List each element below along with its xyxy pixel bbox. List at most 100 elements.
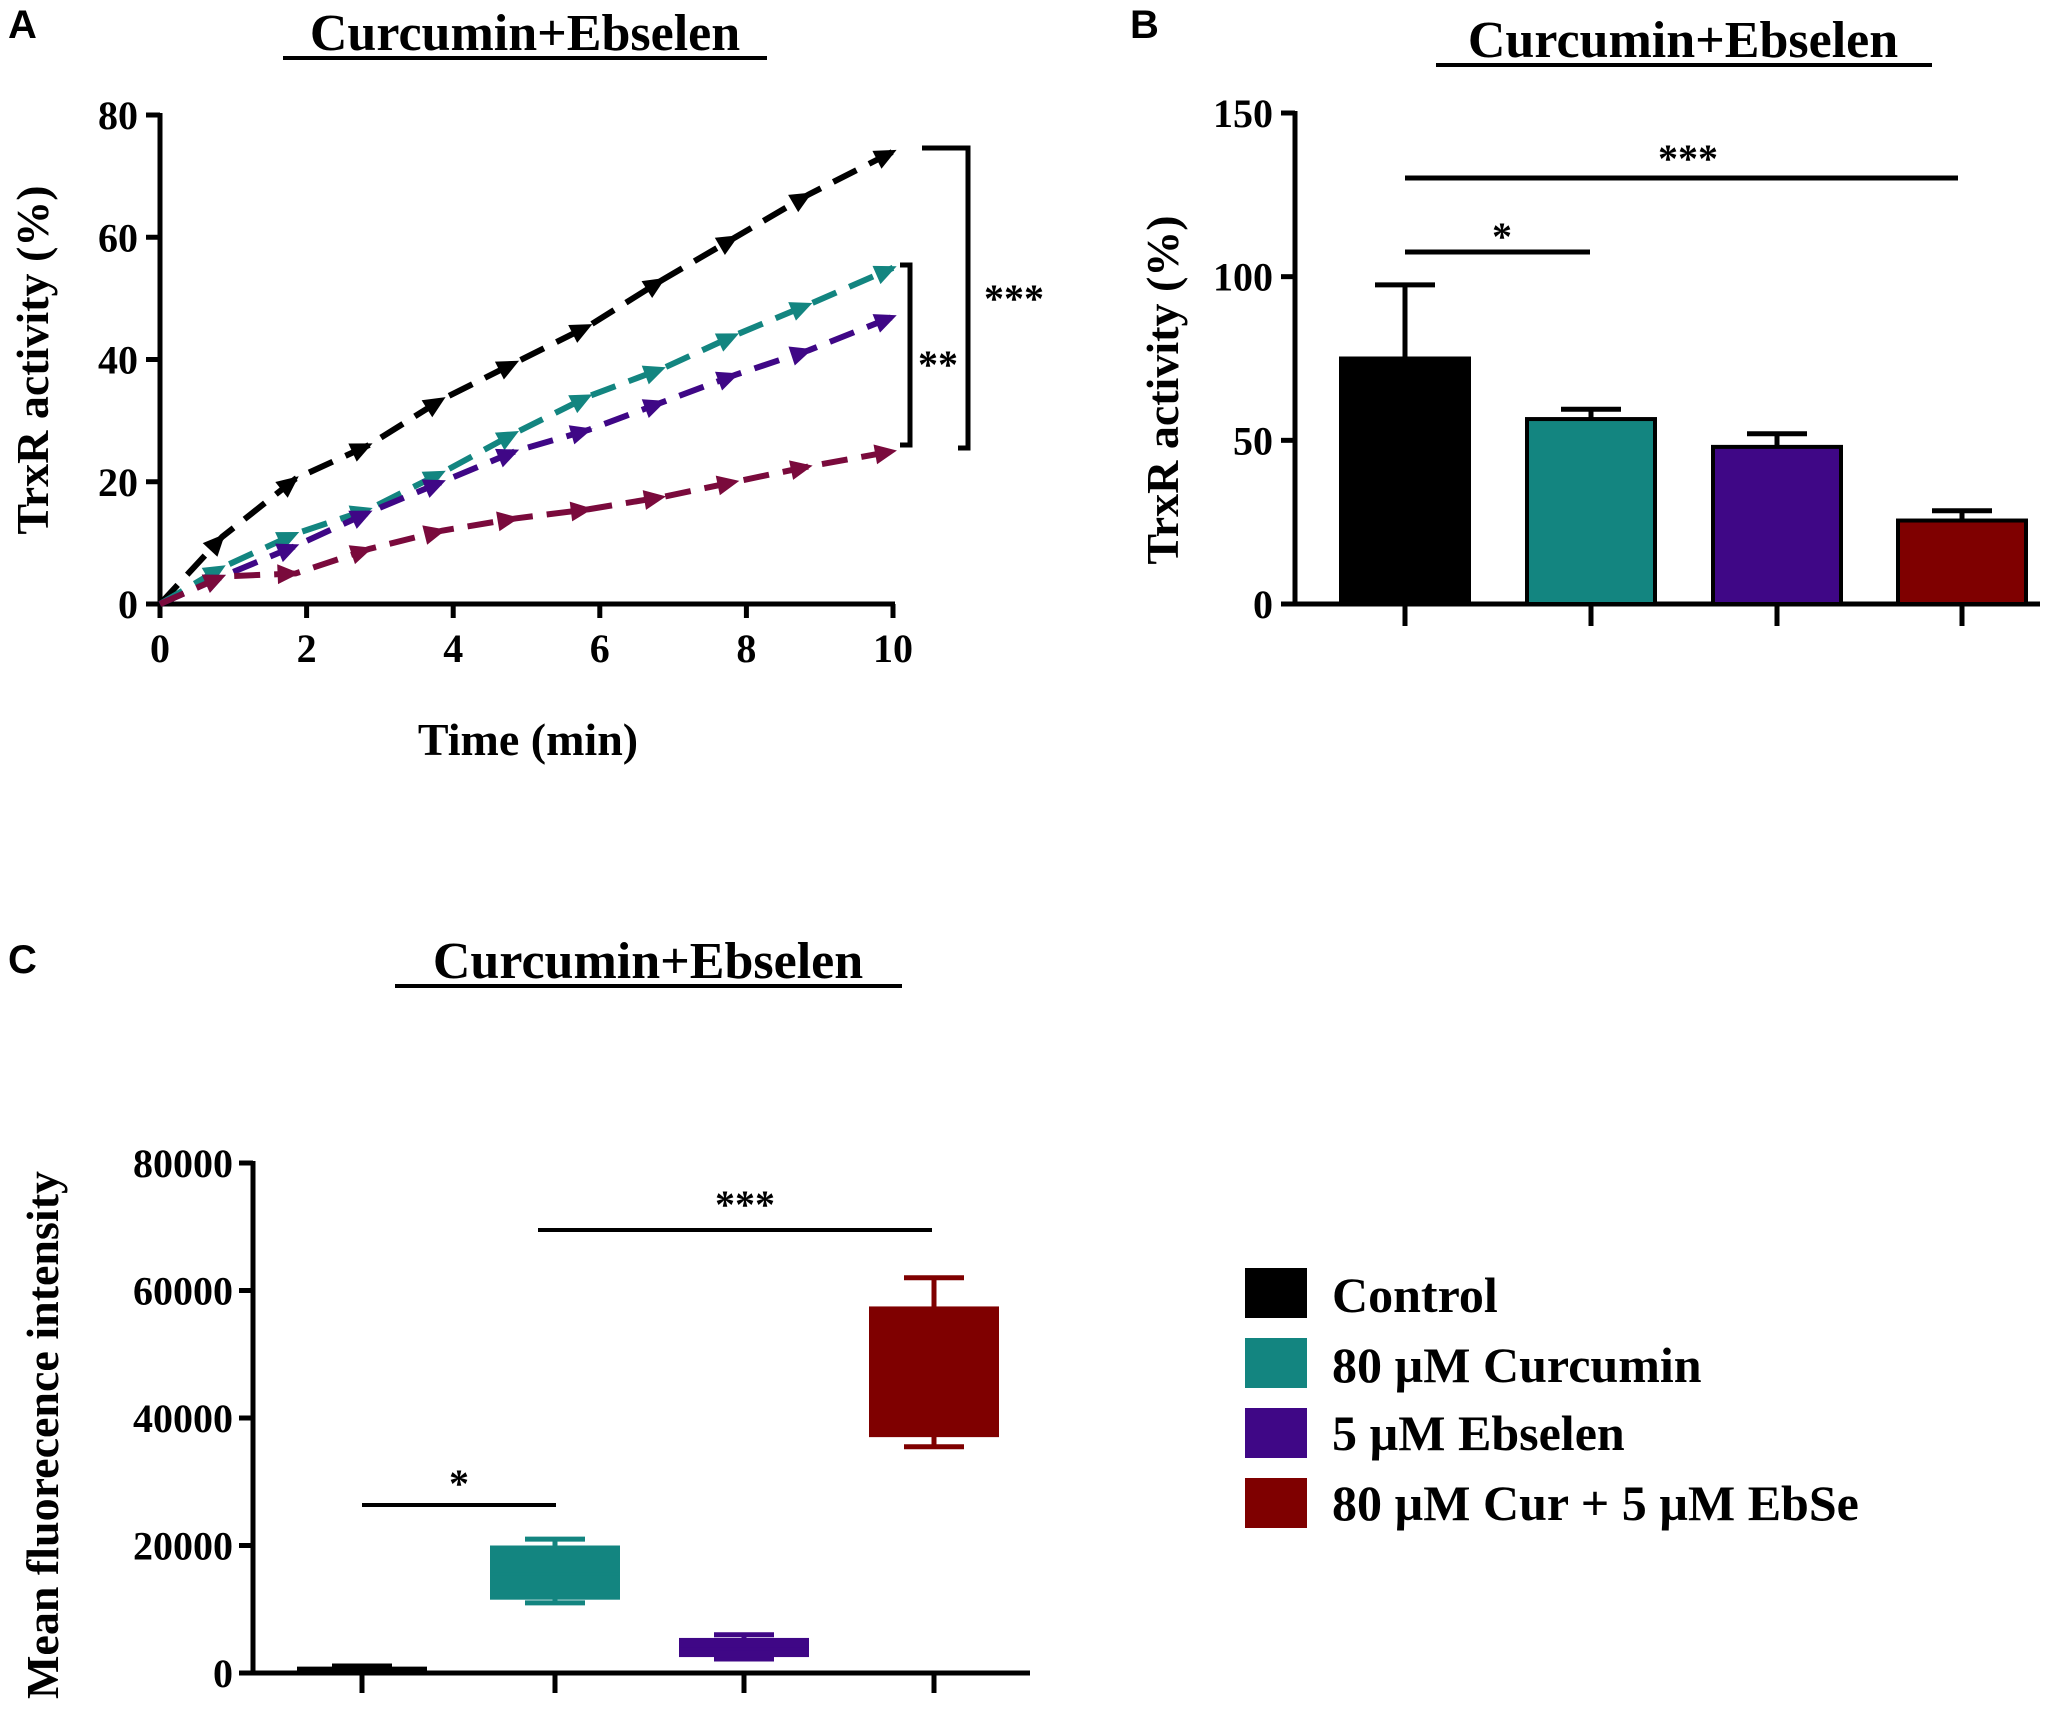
- legend-label-combo: 80 µM Cur + 5 µM EbSe: [1332, 1475, 1859, 1531]
- data-point-5-m-ebselen: [275, 543, 300, 563]
- data-point-80-m-cur-5-m-ebse: [422, 525, 447, 545]
- panel-a-xlabel: Time (min): [418, 714, 638, 765]
- legend: Control 80 µM Curcumin 5 µM Ebselen 80 µ…: [1245, 1267, 1859, 1531]
- panel-a-ylabel: TrxR activity (%): [7, 185, 58, 534]
- panel-a-bracket-triple: [922, 145, 971, 451]
- series-line-control: [157, 148, 895, 607]
- panel-b-bar-chart: B Curcumin+Ebselen TrxR activity (%) 0 50…: [1130, 3, 2040, 627]
- data-point-80-m-cur-5-m-ebse: [873, 444, 897, 465]
- series-line-80-m-curcumin: [158, 265, 895, 607]
- panel-b-ytick-label: 100: [1213, 255, 1273, 300]
- data-point-5-m-ebselen: [568, 425, 593, 445]
- panel-a-label: A: [8, 3, 37, 47]
- panel-a-ytick-label: 20: [98, 460, 138, 505]
- data-point-control: [714, 235, 739, 255]
- data-point-80-m-cur-5-m-ebse: [642, 490, 667, 510]
- panel-b-sig-single: *: [1492, 214, 1512, 259]
- panel-c-sig-single: *: [449, 1461, 469, 1506]
- panel-b-label: B: [1130, 3, 1159, 47]
- data-point-80-m-curcumin: [714, 333, 740, 352]
- box-80-m-curcumin: [490, 1545, 620, 1600]
- data-point-80-m-curcumin: [568, 394, 593, 414]
- panel-c-ytick-label: 20000: [133, 1524, 233, 1569]
- panel-b-ytick-label: 150: [1213, 91, 1273, 136]
- legend-swatch-control: [1245, 1268, 1307, 1318]
- panel-c-title: Curcumin+Ebselen: [433, 933, 863, 990]
- bar-5-m-ebselen: [1711, 444, 1843, 606]
- data-point-80-m-cur-5-m-ebse: [569, 501, 593, 522]
- data-point-5-m-ebselen: [715, 371, 740, 391]
- panel-c-ytick-label: 0: [213, 1651, 233, 1696]
- data-point-control: [421, 397, 446, 418]
- panel-c-label: C: [8, 938, 37, 982]
- data-point-80-m-curcumin: [275, 532, 300, 551]
- panel-a-sig-triple: ***: [984, 276, 1044, 321]
- data-point-80-m-curcumin: [788, 302, 813, 321]
- data-point-80-m-cur-5-m-ebse: [277, 564, 300, 585]
- box-80-m-cur-5-m-ebse: [869, 1306, 999, 1438]
- panel-c-boxes-group: [297, 1275, 999, 1676]
- data-point-80-m-cur-5-m-ebse: [348, 545, 373, 565]
- panel-b-sig-triple: ***: [1658, 136, 1718, 181]
- data-point-control: [872, 149, 897, 169]
- data-point-5-m-ebselen: [788, 346, 813, 366]
- series-line-5-m-ebselen: [158, 313, 895, 607]
- panel-a-xtick-label: 2: [297, 626, 317, 671]
- panel-c-sig-triple: ***: [715, 1182, 775, 1227]
- legend-label-control: Control: [1332, 1267, 1498, 1323]
- data-point-5-m-ebselen: [641, 399, 666, 418]
- panel-a-xtick-label: 6: [590, 626, 610, 671]
- data-point-control: [788, 192, 813, 213]
- panel-a-ytick-label: 60: [98, 215, 138, 260]
- series-line-80-m-cur-5-m-ebse: [158, 448, 894, 607]
- bar-control: [1339, 356, 1471, 606]
- data-point-80-m-cur-5-m-ebse: [789, 460, 813, 480]
- data-point-control: [202, 533, 226, 557]
- legend-swatch-combo: [1245, 1478, 1307, 1528]
- data-point-control: [568, 324, 593, 343]
- data-point-control: [348, 443, 373, 462]
- panel-a-ytick-label: 0: [118, 582, 138, 627]
- panel-b-bars-group: [1339, 282, 2028, 607]
- panel-a-ytick-label: 80: [98, 93, 138, 138]
- panel-a-axes: 0 20 40 60 80 0 2 4 6 8 10: [98, 93, 913, 671]
- data-point-80-m-curcumin: [641, 365, 666, 385]
- panel-a-ytick-label: 40: [98, 338, 138, 383]
- legend-swatch-ebselen: [1245, 1408, 1307, 1458]
- legend-label-ebselen: 5 µM Ebselen: [1332, 1405, 1625, 1461]
- bar-80-m-curcumin: [1525, 417, 1657, 606]
- panel-c-ylabel: Mean fluorecence intensity: [17, 1171, 68, 1699]
- panel-a-sig-double: **: [918, 342, 958, 387]
- panel-a-title: Curcumin+Ebselen: [310, 5, 740, 62]
- data-point-5-m-ebselen: [495, 448, 520, 468]
- panel-c-box-chart: C Curcumin+Ebselen Mean fluorecence inte…: [8, 933, 1030, 1699]
- panel-a-series-group: [157, 148, 897, 607]
- panel-a-xtick-label: 10: [873, 626, 913, 671]
- legend-swatch-curcumin: [1245, 1338, 1307, 1388]
- bar-80-m-cur-5-m-ebse: [1896, 518, 2028, 607]
- data-point-80-m-curcumin: [872, 265, 897, 285]
- panel-a-bracket-double: [900, 262, 913, 448]
- legend-label-curcumin: 80 µM Curcumin: [1332, 1337, 1702, 1393]
- data-point-5-m-ebselen: [348, 510, 373, 529]
- panel-a-xtick-label: 0: [150, 626, 170, 671]
- panel-c-ytick-label: 80000: [133, 1141, 233, 1186]
- panel-a-xtick-label: 8: [736, 626, 756, 671]
- panel-b-ytick-label: 50: [1233, 418, 1273, 463]
- data-point-control: [641, 277, 666, 299]
- data-point-80-m-cur-5-m-ebse: [715, 475, 740, 496]
- data-point-5-m-ebselen: [872, 314, 897, 333]
- data-point-control: [494, 360, 520, 380]
- panel-b-ytick-label: 0: [1253, 582, 1273, 627]
- panel-c-ytick-label: 60000: [133, 1269, 233, 1314]
- panel-a-line-chart: A Curcumin+Ebselen Time (min) TrxR activ…: [7, 3, 1044, 765]
- data-point-control: [275, 476, 299, 498]
- data-point-80-m-cur-5-m-ebse: [201, 574, 226, 593]
- panel-c-axes: 0 20000 40000 60000 80000: [133, 1141, 1030, 1696]
- data-point-5-m-ebselen: [421, 479, 446, 498]
- panel-b-title: Curcumin+Ebselen: [1468, 12, 1898, 69]
- panel-a-xtick-label: 4: [443, 626, 463, 671]
- panel-b-ylabel: TrxR activity (%): [1137, 215, 1188, 564]
- panel-c-ytick-label: 40000: [133, 1396, 233, 1441]
